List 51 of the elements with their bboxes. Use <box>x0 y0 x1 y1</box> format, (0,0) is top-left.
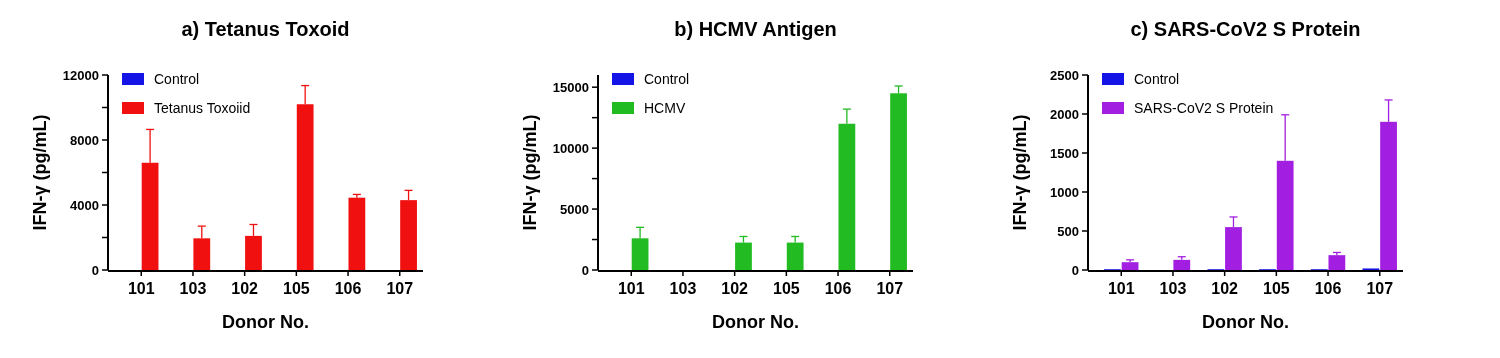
x-tick-label: 101 <box>617 280 645 297</box>
x-axis-title: Donor No. <box>712 312 799 332</box>
legend-label: SARS-CoV2 S Protein <box>1134 99 1274 116</box>
legend-label: Control <box>644 70 690 87</box>
x-tick-label: 107 <box>386 280 414 297</box>
x-tick-label: 101 <box>1107 280 1135 297</box>
y-tick-label: 0 <box>581 262 589 278</box>
bar <box>1121 262 1139 270</box>
y-tick-label: 5000 <box>560 201 589 217</box>
x-axis-title: Donor No. <box>222 312 309 332</box>
y-tick-label: 15000 <box>552 79 589 95</box>
x-tick-label: 101 <box>127 280 155 297</box>
y-tick-label: 0 <box>91 262 99 278</box>
x-tick-label: 106 <box>824 280 852 297</box>
chart-title: c) SARS-CoV2 S Protein <box>1130 18 1361 40</box>
x-tick-label: 103 <box>1159 280 1187 297</box>
x-tick-label: 103 <box>179 280 207 297</box>
y-tick-label: 8000 <box>70 132 99 148</box>
legend-label: Control <box>1134 70 1180 87</box>
legend-label: Tetanus Toxoiid <box>154 99 251 116</box>
legend-label: Control <box>154 70 200 87</box>
y-axis-title: IFN-γ (pg/mL) <box>30 114 50 231</box>
x-tick-label: 103 <box>669 280 697 297</box>
x-tick-label: 105 <box>773 280 800 297</box>
y-tick-label: 12000 <box>62 67 99 83</box>
x-tick-label: 102 <box>721 280 749 297</box>
bar <box>1328 255 1346 270</box>
y-tick-label: 2500 <box>1050 67 1079 83</box>
y-axis-title: IFN-γ (pg/mL) <box>1010 114 1030 231</box>
y-tick-label: 0 <box>1071 262 1079 278</box>
y-tick-label: 500 <box>1057 223 1079 239</box>
x-tick-label: 102 <box>1211 280 1239 297</box>
y-axis-title: IFN-γ (pg/mL) <box>520 114 540 231</box>
x-axis-title: Donor No. <box>1202 312 1289 332</box>
y-tick-label: 1500 <box>1050 145 1079 161</box>
chart-title: b) HCMV Antigen <box>674 18 837 40</box>
x-tick-label: 106 <box>334 280 362 297</box>
y-tick-label: 10000 <box>552 140 589 156</box>
y-tick-label: 4000 <box>70 197 99 213</box>
y-tick-label: 2000 <box>1050 106 1079 122</box>
chart-title: a) Tetanus Toxoid <box>181 18 350 40</box>
y-tick-label: 1000 <box>1050 184 1079 200</box>
bar <box>348 197 366 270</box>
x-tick-label: 102 <box>231 280 259 297</box>
x-tick-label: 106 <box>1314 280 1342 297</box>
bar <box>1173 259 1191 270</box>
x-tick-label: 105 <box>283 280 310 297</box>
x-tick-label: 105 <box>1263 280 1290 297</box>
x-tick-label: 107 <box>876 280 904 297</box>
legend-label: HCMV <box>644 99 686 116</box>
x-tick-label: 107 <box>1366 280 1394 297</box>
